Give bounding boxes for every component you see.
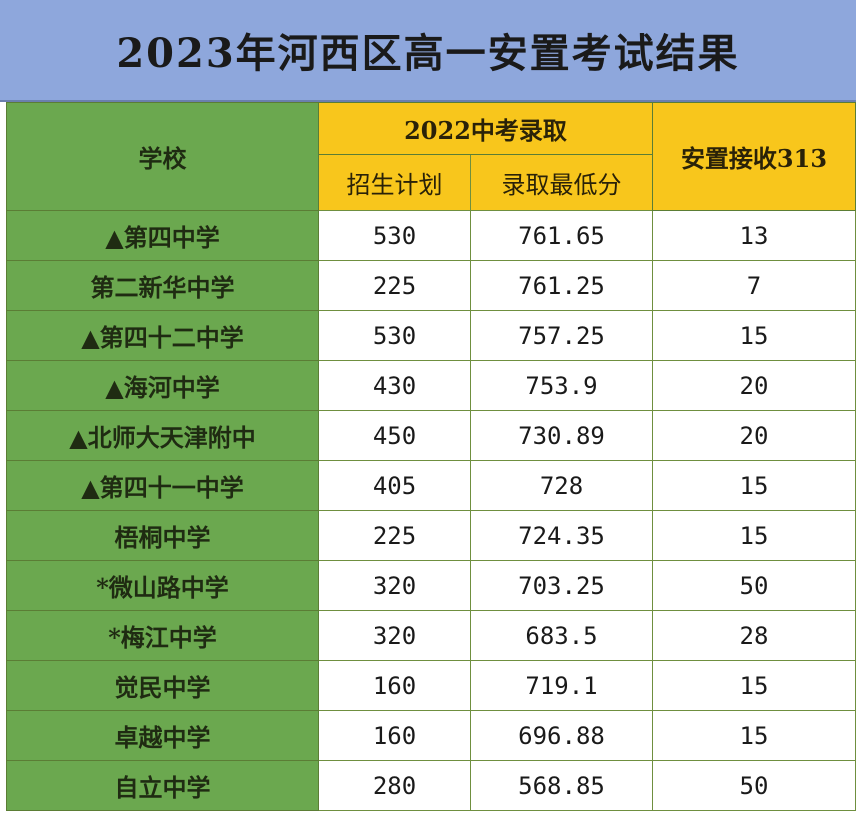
min-score: 568.85: [470, 760, 653, 811]
table-row: *梅江中学 320 683.5 28: [6, 610, 856, 661]
received-count: 50: [652, 560, 856, 611]
enrollment-plan: 320: [318, 560, 471, 611]
enrollment-plan: 530: [318, 310, 471, 361]
min-score: 757.25: [470, 310, 653, 361]
table-row: 梧桐中学 225 724.35 15: [6, 510, 856, 561]
table-row: 卓越中学 160 696.88 15: [6, 710, 856, 761]
table-row: 自立中学 280 568.85 50: [6, 760, 856, 811]
table-row: ▲第四十二中学 530 757.25 15: [6, 310, 856, 361]
received-count: 50: [652, 760, 856, 811]
table-row: 第二新华中学 225 761.25 7: [6, 260, 856, 311]
min-score: 719.1: [470, 660, 653, 711]
school-name: ▲北师大天津附中: [6, 410, 319, 461]
school-name: ▲第四十一中学: [6, 460, 319, 511]
enrollment-plan: 280: [318, 760, 471, 811]
enrollment-plan: 225: [318, 260, 471, 311]
enrollment-plan: 160: [318, 710, 471, 761]
school-name: ▲第四十二中学: [6, 310, 319, 361]
received-count: 15: [652, 510, 856, 561]
header-min-score: 录取最低分: [470, 154, 653, 211]
received-count: 15: [652, 310, 856, 361]
received-count: 15: [652, 460, 856, 511]
results-table: 学校 2022中考录取 安置接收313 招生计划 录取最低分 ▲第四中学 530…: [6, 102, 856, 811]
min-score: 730.89: [470, 410, 653, 461]
enrollment-plan: 320: [318, 610, 471, 661]
received-count: 28: [652, 610, 856, 661]
received-count: 15: [652, 660, 856, 711]
school-name: *梅江中学: [6, 610, 319, 661]
table-row: ▲第四中学 530 761.65 13: [6, 210, 856, 261]
header-2022-admission: 2022中考录取: [318, 102, 653, 155]
enrollment-plan: 405: [318, 460, 471, 511]
school-name: ▲海河中学: [6, 360, 319, 411]
table-row: ▲第四十一中学 405 728 15: [6, 460, 856, 511]
min-score: 703.25: [470, 560, 653, 611]
school-name: ▲第四中学: [6, 210, 319, 261]
min-score: 728: [470, 460, 653, 511]
table-row: 觉民中学 160 719.1 15: [6, 660, 856, 711]
page-title: 2023年河西区高一安置考试结果: [0, 0, 856, 102]
enrollment-plan: 160: [318, 660, 471, 711]
received-count: 15: [652, 710, 856, 761]
enrollment-plan: 450: [318, 410, 471, 461]
enrollment-plan: 430: [318, 360, 471, 411]
table-row: ▲海河中学 430 753.9 20: [6, 360, 856, 411]
enrollment-plan: 530: [318, 210, 471, 261]
school-name: 梧桐中学: [6, 510, 319, 561]
min-score: 761.65: [470, 210, 653, 261]
min-score: 683.5: [470, 610, 653, 661]
school-name: 卓越中学: [6, 710, 319, 761]
enrollment-plan: 225: [318, 510, 471, 561]
received-count: 20: [652, 360, 856, 411]
school-name: *微山路中学: [6, 560, 319, 611]
received-count: 20: [652, 410, 856, 461]
header-school: 学校: [6, 102, 319, 211]
school-name: 第二新华中学: [6, 260, 319, 311]
min-score: 761.25: [470, 260, 653, 311]
table-row: *微山路中学 320 703.25 50: [6, 560, 856, 611]
header-received: 安置接收313: [652, 102, 856, 211]
header-enrollment-plan: 招生计划: [318, 154, 471, 211]
received-count: 13: [652, 210, 856, 261]
min-score: 753.9: [470, 360, 653, 411]
received-count: 7: [652, 260, 856, 311]
min-score: 724.35: [470, 510, 653, 561]
min-score: 696.88: [470, 710, 653, 761]
table-row: ▲北师大天津附中 450 730.89 20: [6, 410, 856, 461]
school-name: 觉民中学: [6, 660, 319, 711]
school-name: 自立中学: [6, 760, 319, 811]
